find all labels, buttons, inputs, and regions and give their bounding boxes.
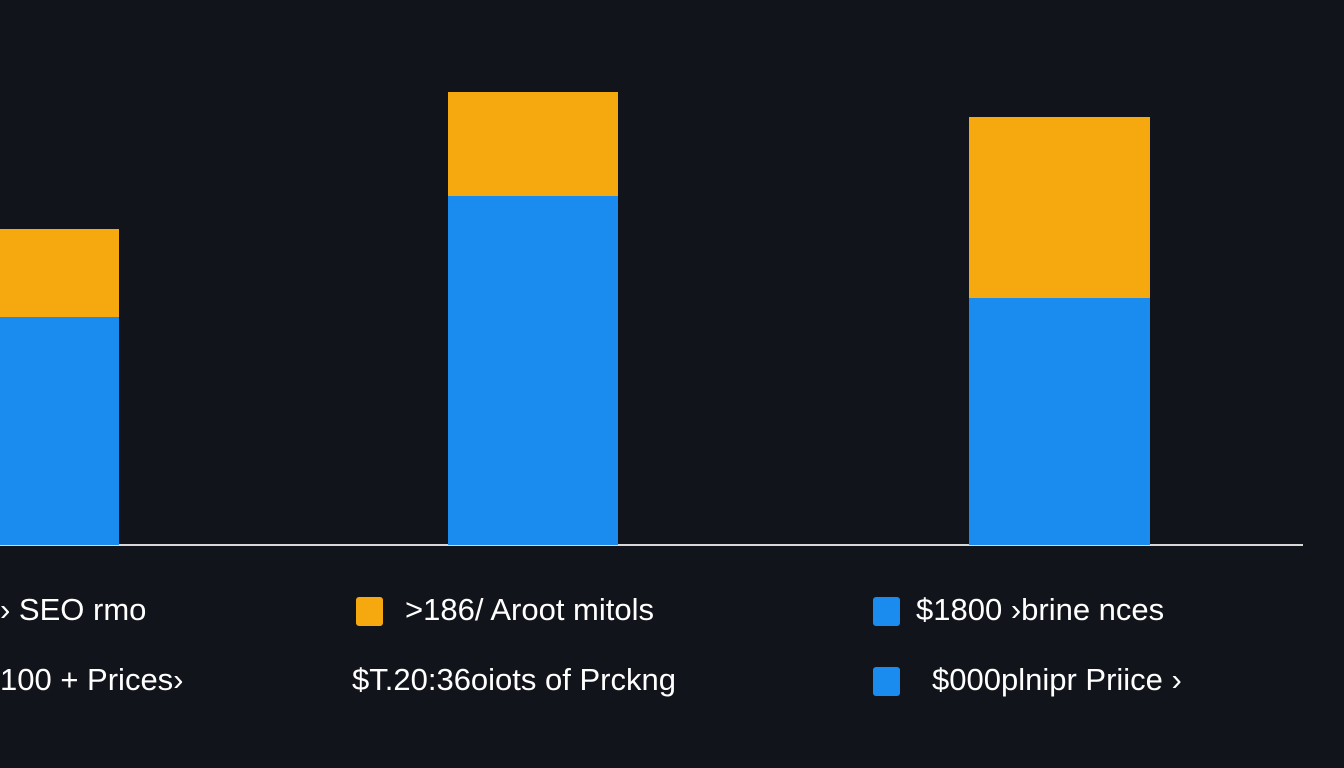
legend-label: › SEO rmo <box>0 592 146 627</box>
bar-segment <box>0 317 119 545</box>
bar-segment <box>0 229 119 317</box>
bar-segment <box>969 298 1150 545</box>
bar-segment <box>448 92 618 196</box>
bar-segment <box>448 196 618 545</box>
legend-swatch <box>873 667 900 696</box>
legend-label: $T.20:36oiots of Prckng <box>352 662 676 697</box>
legend-label: $000plnipr Priice › <box>932 662 1182 697</box>
bar-segment <box>969 117 1150 298</box>
legend-swatch <box>356 597 383 626</box>
legend-swatch <box>873 597 900 626</box>
legend-label: >186/ Aroot mitols <box>405 592 654 627</box>
legend-label: 100 + Prices› <box>0 662 184 697</box>
legend-label: $1800 ›brine nces <box>916 592 1164 627</box>
